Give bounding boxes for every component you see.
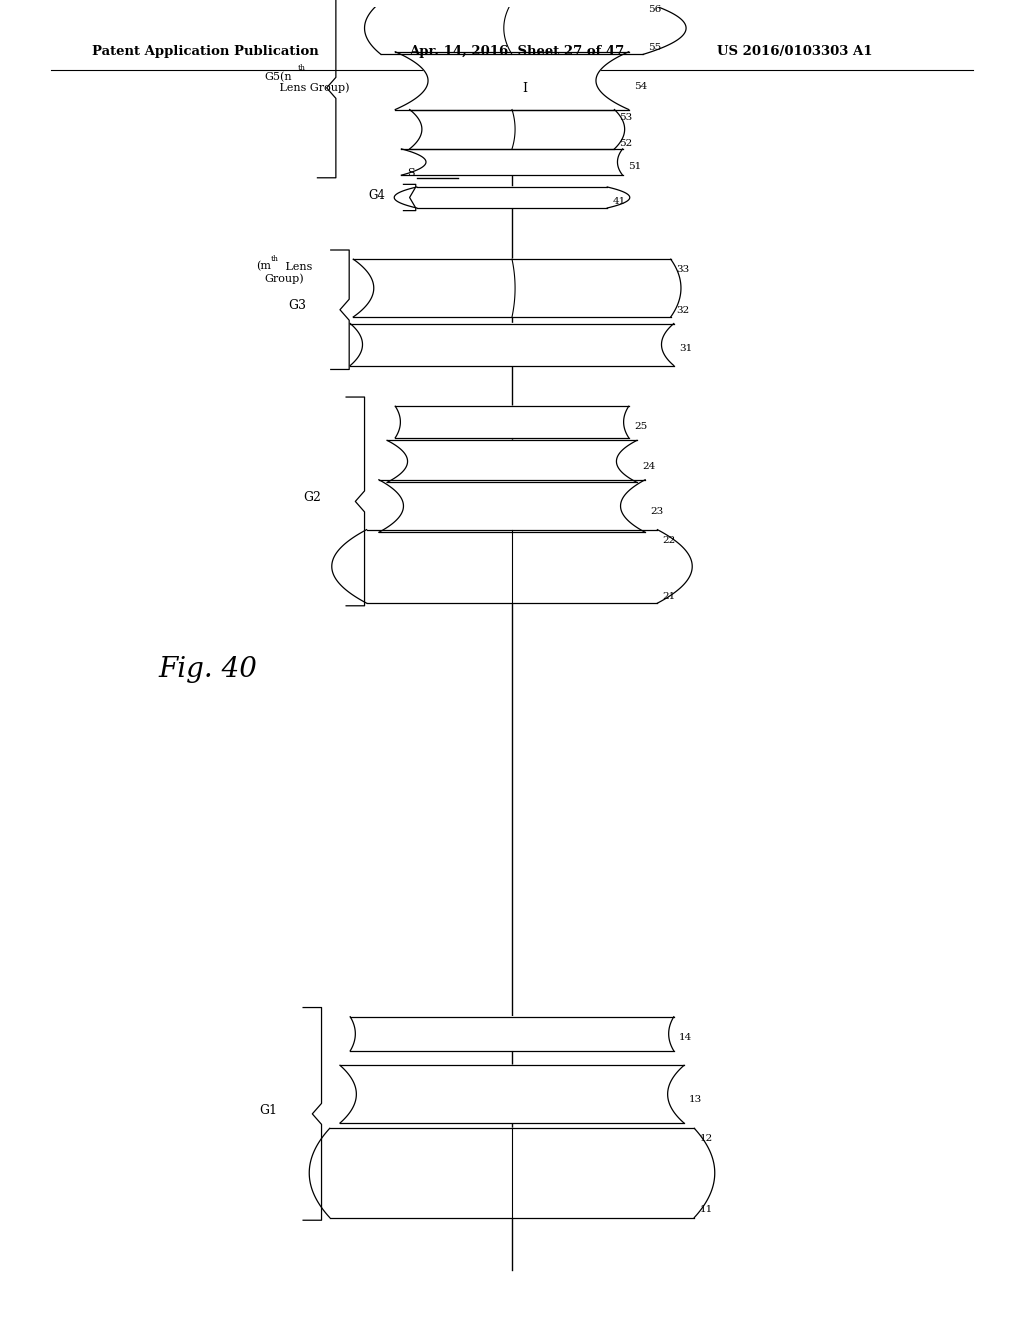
Text: G4: G4 bbox=[369, 189, 385, 202]
Text: G1: G1 bbox=[259, 1104, 278, 1117]
Text: US 2016/0103303 A1: US 2016/0103303 A1 bbox=[717, 45, 872, 58]
Text: Lens: Lens bbox=[282, 261, 312, 272]
Text: 56: 56 bbox=[648, 5, 662, 15]
Polygon shape bbox=[410, 110, 625, 149]
Polygon shape bbox=[401, 149, 623, 176]
Text: 21: 21 bbox=[663, 593, 676, 601]
Text: 14: 14 bbox=[679, 1034, 692, 1043]
Polygon shape bbox=[387, 441, 637, 482]
Text: th: th bbox=[270, 255, 279, 263]
Text: G2: G2 bbox=[303, 491, 322, 504]
Text: 11: 11 bbox=[699, 1205, 713, 1214]
Text: 13: 13 bbox=[689, 1096, 702, 1104]
Text: (m: (m bbox=[256, 261, 271, 272]
Polygon shape bbox=[350, 1016, 674, 1051]
Text: Fig. 40: Fig. 40 bbox=[159, 656, 258, 682]
Text: Group): Group) bbox=[264, 273, 304, 284]
Polygon shape bbox=[365, 1, 686, 54]
Text: 31: 31 bbox=[679, 345, 692, 352]
Text: 33: 33 bbox=[676, 265, 689, 275]
Text: Apr. 14, 2016  Sheet 27 of 47: Apr. 14, 2016 Sheet 27 of 47 bbox=[410, 45, 625, 58]
Text: th: th bbox=[298, 65, 306, 73]
Text: 41: 41 bbox=[612, 197, 626, 206]
Polygon shape bbox=[395, 407, 629, 438]
Text: 25: 25 bbox=[634, 421, 647, 430]
Polygon shape bbox=[332, 529, 692, 603]
Text: 32: 32 bbox=[676, 306, 689, 315]
Text: Patent Application Publication: Patent Application Publication bbox=[92, 45, 318, 58]
Text: 23: 23 bbox=[650, 507, 664, 516]
Polygon shape bbox=[394, 187, 630, 209]
Polygon shape bbox=[350, 323, 674, 366]
Text: 55: 55 bbox=[648, 44, 662, 53]
Text: 22: 22 bbox=[663, 536, 676, 545]
Polygon shape bbox=[395, 51, 629, 110]
Text: G3: G3 bbox=[288, 300, 306, 312]
Polygon shape bbox=[379, 479, 645, 532]
Polygon shape bbox=[353, 259, 681, 317]
Polygon shape bbox=[340, 1065, 684, 1123]
Text: 53: 53 bbox=[620, 114, 633, 121]
Text: G5(n: G5(n bbox=[264, 73, 292, 83]
Polygon shape bbox=[309, 1129, 715, 1217]
Text: 24: 24 bbox=[642, 462, 655, 471]
Text: I: I bbox=[522, 82, 527, 95]
Text: 12: 12 bbox=[699, 1134, 713, 1143]
Text: Lens Group): Lens Group) bbox=[276, 83, 350, 94]
Text: S: S bbox=[408, 169, 415, 178]
Text: 52: 52 bbox=[620, 140, 633, 148]
Text: 51: 51 bbox=[628, 161, 641, 170]
Text: 54: 54 bbox=[634, 82, 647, 91]
